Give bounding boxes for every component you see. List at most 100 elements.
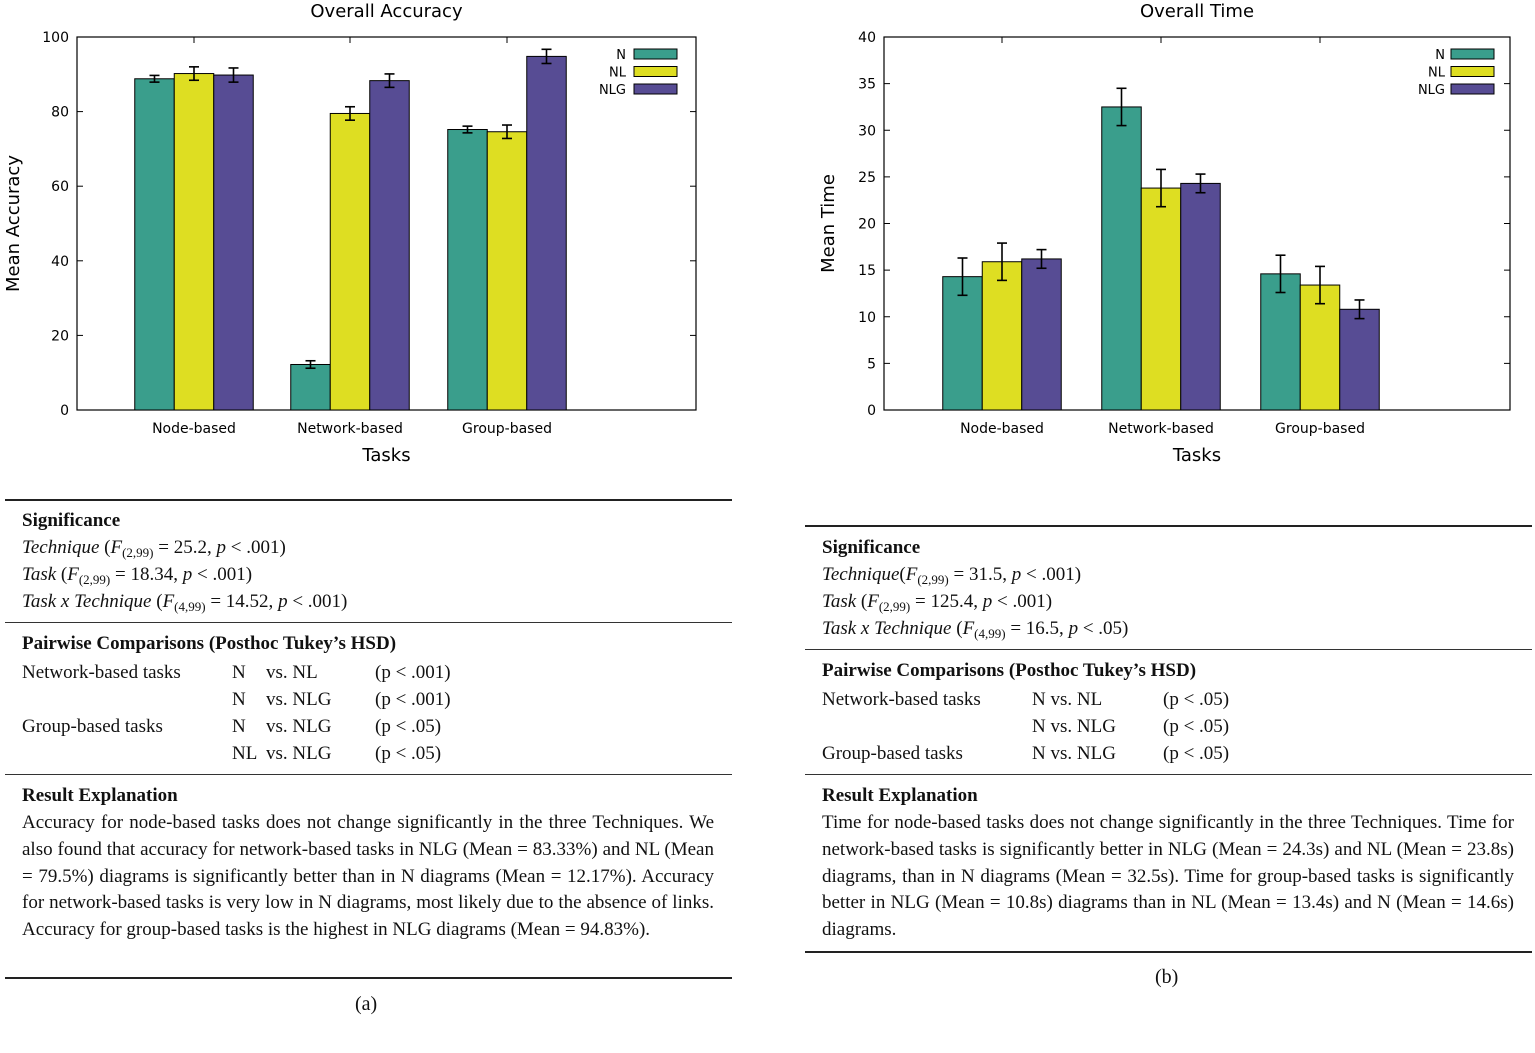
right-result-text: Time for node-based tasks does not chang… xyxy=(822,812,1514,941)
legend-label: N xyxy=(1435,48,1445,63)
chart-title: Overall Time xyxy=(1140,1,1254,22)
legend-label: NLG xyxy=(1418,83,1445,98)
y-axis-label: Mean Accuracy xyxy=(3,155,24,292)
legend-swatch xyxy=(1450,66,1495,77)
left-result-text: Accuracy for node-based tasks does not c… xyxy=(22,812,714,941)
chart-title: Overall Accuracy xyxy=(310,1,463,22)
bar-n xyxy=(290,363,331,411)
y-tick-label: 0 xyxy=(60,403,69,419)
right-result-heading: Result Explanation xyxy=(822,785,978,806)
right-sig-line-2: Task (F(2,99) = 125.4, p < .001) xyxy=(822,591,1053,614)
y-tick-label: 60 xyxy=(51,179,69,195)
bar-nl xyxy=(1299,284,1341,411)
left-pairwise-heading: Pairwise Comparisons (Posthoc Tukey’s HS… xyxy=(22,633,397,654)
legend-swatch xyxy=(633,83,678,95)
bar-nl xyxy=(981,261,1023,411)
bar-nlg xyxy=(213,74,254,411)
accuracy-chart-svg: Overall Accuracy 0 20 40 60 80 100 Mean Accurac… xyxy=(3,1,697,466)
right-pair-p-3: (p < .05) xyxy=(1163,743,1230,764)
left-pair-p-4: (p < .05) xyxy=(375,743,442,764)
y-tick-label: 100 xyxy=(42,30,69,46)
bar-nlg xyxy=(1339,308,1380,411)
right-pairwise-heading: Pairwise Comparisons (Posthoc Tukey’s HS… xyxy=(822,660,1197,681)
left-pair-vs-4: vs. NLG xyxy=(266,743,332,764)
x-tick-label: Group-based xyxy=(1275,421,1365,437)
right-pair-a-2: N vs. NLG xyxy=(1032,716,1116,737)
y-tick-label: 0 xyxy=(867,403,876,419)
legend-swatch xyxy=(1450,48,1495,60)
bar-n xyxy=(1101,106,1142,411)
bar-nl xyxy=(486,131,528,411)
y-tick-label: 30 xyxy=(858,123,876,139)
y-tick-label: 80 xyxy=(51,105,69,121)
accuracy-chart: Overall Accuracy 0 20 40 60 80 100 Mean Accurac… xyxy=(0,0,760,470)
bar-nlg xyxy=(526,55,567,411)
x-tick-label: Network-based xyxy=(1108,421,1214,437)
y-tick-label: 35 xyxy=(858,77,876,93)
right-pair-task-3: Group-based tasks xyxy=(822,743,963,764)
left-pair-vs-2: vs. NLG xyxy=(266,689,332,710)
left-pair-p-2: (p < .001) xyxy=(375,689,451,710)
x-tick-label: Node-based xyxy=(152,421,236,437)
bar-nlg xyxy=(1180,182,1221,411)
left-pair-p-3: (p < .05) xyxy=(375,716,442,737)
legend-label: N xyxy=(616,48,626,63)
right-sig-line-3: Task x Technique (F(4,99) = 16.5, p < .0… xyxy=(822,618,1129,641)
legend-label: NL xyxy=(1428,66,1446,81)
right-pair-a-3: N vs. NLG xyxy=(1032,743,1116,764)
legend-swatch xyxy=(633,48,678,60)
bar-nl xyxy=(173,73,215,411)
left-pair-vs-1: vs. NL xyxy=(266,662,318,683)
left-significance-heading: Significance xyxy=(22,510,121,531)
right-pair-p-1: (p < .05) xyxy=(1163,689,1230,710)
left-sig-line-3: Task x Technique (F(4,99) = 14.52, p < .… xyxy=(22,591,348,614)
left-sig-line-2: Task (F(2,99) = 18.34, p < .001) xyxy=(22,564,253,587)
left-pair-a-2: N xyxy=(232,689,246,710)
bar-n xyxy=(1260,273,1301,411)
legend-swatch xyxy=(1450,83,1495,95)
x-tick-label: Node-based xyxy=(960,421,1044,437)
y-axis-label: Mean Time xyxy=(818,174,839,273)
left-pair-a-3: N xyxy=(232,716,246,737)
x-tick-label: Group-based xyxy=(462,421,552,437)
y-tick-label: 25 xyxy=(858,170,876,186)
y-tick-label: 40 xyxy=(858,30,876,46)
legend-label: NLG xyxy=(599,83,626,98)
y-tick-label: 5 xyxy=(867,356,876,372)
time-chart-svg: Overall Time 0 5 10 15 20 25 30 35 40 Mean Time Tas… xyxy=(818,1,1511,466)
left-pair-a-1: N xyxy=(232,662,246,683)
x-axis-label: Tasks xyxy=(1172,445,1221,466)
bar-nlg xyxy=(369,80,410,411)
y-tick-label: 20 xyxy=(858,217,876,233)
bar-nl xyxy=(1140,187,1182,411)
left-pair-a-4: NL xyxy=(232,743,258,764)
right-sig-line-1: Technique(F(2,99) = 31.5, p < .001) xyxy=(822,564,1082,587)
left-pair-vs-3: vs. NLG xyxy=(266,716,332,737)
bar-n xyxy=(447,129,488,411)
y-tick-label: 40 xyxy=(51,254,69,270)
right-pair-task-1: Network-based tasks xyxy=(822,689,981,710)
left-sig-line-1: Technique (F(2,99) = 25.2, p < .001) xyxy=(22,537,286,560)
left-mid-rule-2 xyxy=(5,774,732,775)
x-axis-label: Tasks xyxy=(361,445,410,466)
right-significance-heading: Significance xyxy=(822,537,921,558)
bar-nl xyxy=(329,112,371,411)
y-tick-label: 15 xyxy=(858,263,876,279)
left-result-heading: Result Explanation xyxy=(22,785,178,806)
left-bottom-rule xyxy=(5,977,732,979)
bar-n xyxy=(134,78,175,411)
left-caption: (a) xyxy=(355,993,378,1015)
y-tick-label: 10 xyxy=(858,310,876,326)
bar-nlg xyxy=(1021,258,1062,411)
legend-label: NL xyxy=(609,66,627,81)
bar-n xyxy=(942,276,983,411)
right-mid-rule-2 xyxy=(805,774,1532,775)
left-mid-rule-1 xyxy=(5,622,732,623)
left-pair-p-1: (p < .001) xyxy=(375,662,451,683)
right-caption: (b) xyxy=(1155,966,1179,988)
right-pair-a-1: N vs. NL xyxy=(1032,689,1103,710)
y-tick-label: 20 xyxy=(51,328,69,344)
left-pair-task-3: Group-based tasks xyxy=(22,716,163,737)
x-tick-label: Network-based xyxy=(297,421,403,437)
right-top-rule xyxy=(805,525,1532,527)
